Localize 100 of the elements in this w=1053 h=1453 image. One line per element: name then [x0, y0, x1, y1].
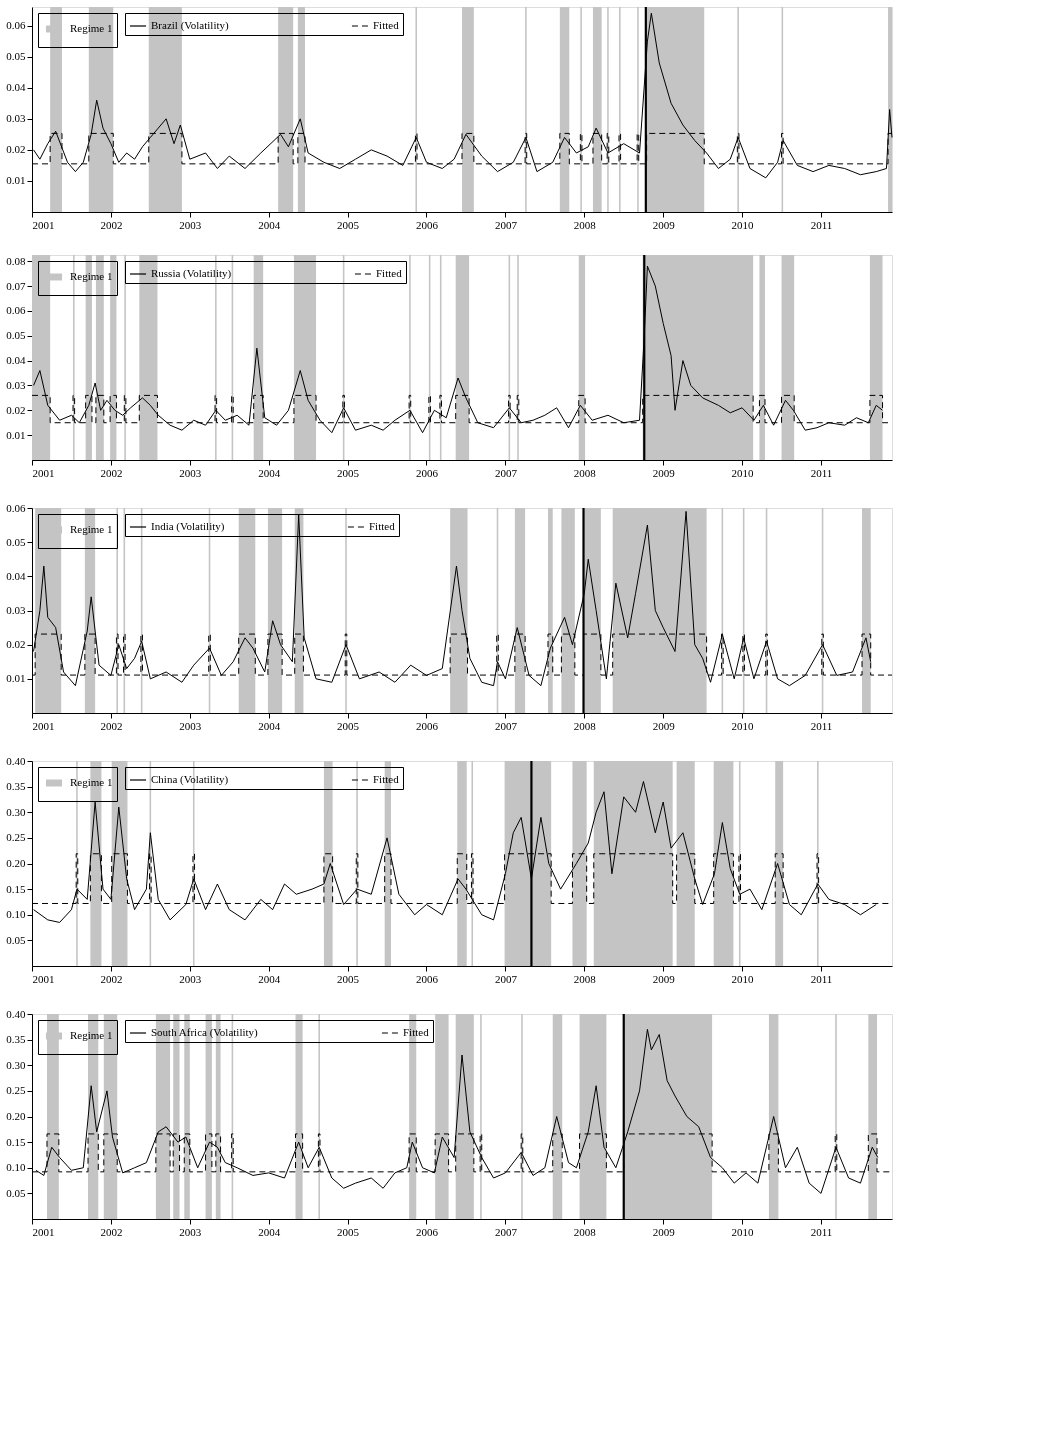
x-tick-label: 2011 — [810, 1225, 833, 1238]
band-label: Regime 1 — [70, 1029, 113, 1041]
x-tick-label: 2003 — [179, 1225, 202, 1238]
x-tick-label: 2010 — [731, 719, 755, 732]
y-tick-label: 0.01 — [6, 672, 26, 685]
x-tick-label: 2002 — [100, 719, 123, 732]
x-tick-label: 2008 — [573, 972, 597, 985]
y-tick-label: 0.03 — [6, 378, 26, 391]
legend-label: Fitted — [403, 1026, 430, 1038]
y-tick-label: 0.07 — [6, 279, 26, 292]
y-tick-label: 0.35 — [6, 780, 26, 793]
legend-label: Fitted — [369, 520, 396, 532]
x-tick-label: 2008 — [573, 719, 597, 732]
x-tick-label: 2001 — [32, 218, 55, 231]
x-tick-label: 2005 — [337, 466, 360, 479]
x-tick-label: 2011 — [810, 719, 833, 732]
y-tick-label: 0.04 — [6, 569, 26, 582]
x-tick-label: 2008 — [573, 218, 597, 231]
y-tick-label: 0.20 — [6, 857, 26, 869]
x-tick-label: 2003 — [179, 972, 202, 985]
x-tick-label: 2001 — [32, 972, 55, 985]
x-tick-label: 2002 — [100, 466, 123, 479]
y-tick-label: 0.04 — [6, 81, 26, 94]
x-tick-label: 2007 — [494, 466, 518, 479]
y-tick-label: 0.03 — [6, 604, 26, 616]
y-tick-label: 0.02 — [6, 403, 26, 416]
x-tick-label: 2009 — [652, 466, 676, 479]
y-tick-label: 0.05 — [6, 329, 26, 342]
x-tick-label: 2010 — [731, 1225, 755, 1238]
x-tick-label: 2004 — [258, 972, 281, 985]
x-tick-label: 2006 — [416, 1225, 439, 1238]
legend-label: Brazil (Volatility) — [151, 19, 230, 32]
x-tick-label: 2006 — [416, 972, 439, 985]
x-tick-label: 2009 — [652, 719, 676, 732]
y-tick-label: 0.30 — [6, 805, 26, 818]
band-label: Regime 1 — [70, 270, 113, 282]
x-tick-label: 2005 — [337, 1225, 360, 1238]
x-tick-label: 2008 — [573, 466, 597, 479]
y-tick-label: 0.05 — [6, 1186, 26, 1199]
y-tick-label: 0.06 — [6, 19, 26, 32]
x-tick-label: 2004 — [258, 719, 281, 732]
x-tick-label: 2007 — [494, 218, 518, 231]
y-tick-label: 0.01 — [6, 428, 26, 441]
x-tick-label: 2007 — [494, 972, 518, 985]
x-tick-label: 2003 — [179, 466, 202, 479]
legend-label: Fitted — [376, 267, 403, 279]
legend-label: China (Volatility) — [151, 773, 229, 786]
y-tick-label: 0.15 — [6, 882, 26, 895]
x-tick-label: 2006 — [416, 719, 439, 732]
x-tick-label: 2001 — [32, 1225, 55, 1238]
x-tick-label: 2006 — [416, 218, 439, 231]
y-tick-label: 0.04 — [6, 354, 26, 367]
x-tick-label: 2009 — [652, 1225, 676, 1238]
x-tick-label: 2010 — [731, 972, 755, 985]
y-tick-label: 0.40 — [6, 1007, 26, 1020]
y-tick-label: 0.30 — [6, 1058, 26, 1071]
x-tick-label: 2005 — [337, 218, 360, 231]
y-tick-label: 0.08 — [6, 254, 26, 267]
y-tick-label: 0.06 — [6, 501, 26, 514]
y-tick-label: 0.02 — [6, 638, 26, 651]
x-tick-label: 2003 — [179, 719, 202, 732]
x-tick-label: 2002 — [100, 972, 123, 985]
legend-label: Fitted — [373, 19, 400, 31]
y-tick-label: 0.40 — [6, 754, 26, 767]
x-tick-label: 2005 — [337, 972, 360, 985]
x-tick-label: 2010 — [731, 466, 755, 479]
x-tick-label: 2009 — [652, 218, 676, 231]
y-tick-label: 0.10 — [6, 1161, 26, 1174]
y-tick-label: 0.01 — [6, 174, 26, 187]
band-label: Regime 1 — [70, 22, 113, 34]
x-tick-label: 2004 — [258, 218, 281, 231]
y-tick-label: 0.05 — [6, 933, 26, 946]
y-tick-label: 0.15 — [6, 1135, 26, 1148]
x-tick-label: 2010 — [731, 218, 755, 231]
x-tick-label: 2009 — [652, 972, 676, 985]
legend-label: Fitted — [373, 773, 400, 785]
y-tick-label: 0.05 — [6, 535, 26, 548]
y-tick-label: 0.06 — [6, 304, 26, 317]
legend-label: India (Volatility) — [151, 520, 225, 533]
x-tick-label: 2008 — [573, 1225, 597, 1238]
x-tick-label: 2004 — [258, 1225, 281, 1238]
y-tick-label: 0.05 — [6, 50, 26, 63]
x-tick-label: 2002 — [100, 218, 123, 231]
x-tick-label: 2004 — [258, 466, 281, 479]
y-tick-label: 0.10 — [6, 908, 26, 921]
y-tick-label: 0.25 — [6, 831, 26, 844]
x-tick-label: 2006 — [416, 466, 439, 479]
x-tick-label: 2002 — [100, 1225, 123, 1238]
legend-label: Russia (Volatility) — [151, 267, 232, 280]
y-tick-label: 0.25 — [6, 1084, 26, 1097]
y-tick-label: 0.20 — [6, 1110, 26, 1122]
x-tick-label: 2001 — [32, 719, 55, 732]
legend-label: South Africa (Volatility) — [151, 1026, 259, 1039]
x-tick-label: 2011 — [810, 972, 833, 985]
x-tick-label: 2003 — [179, 218, 202, 231]
x-tick-label: 2011 — [810, 218, 833, 231]
band-label: Regime 1 — [70, 523, 113, 535]
y-tick-label: 0.02 — [6, 143, 26, 156]
y-tick-label: 0.35 — [6, 1033, 26, 1046]
x-tick-label: 2001 — [32, 466, 55, 479]
